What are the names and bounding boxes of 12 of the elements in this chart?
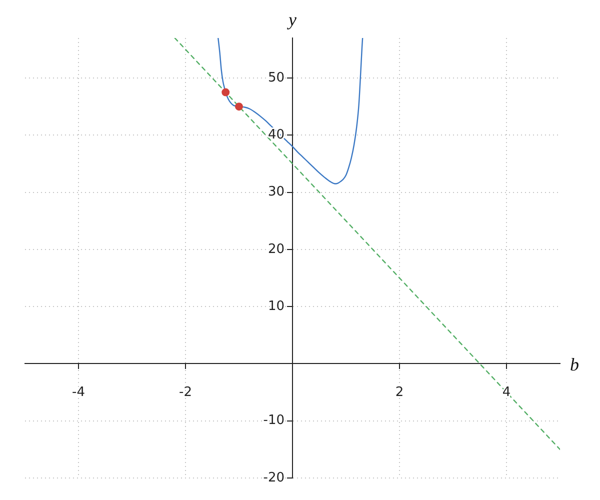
- x-tick-label: -2: [179, 384, 192, 400]
- y-tick-label: -20: [263, 470, 284, 486]
- y-tick-label: 10: [268, 298, 284, 314]
- line-series: [218, 38, 364, 184]
- y-tick-label: -10: [263, 413, 284, 428]
- y-tick-label: 50: [268, 70, 284, 86]
- y-tick-label: 30: [268, 184, 284, 200]
- y-axis-title: y: [286, 10, 296, 30]
- x-tick-label: 2: [395, 384, 404, 400]
- x-axis-title: b: [570, 354, 579, 374]
- x-tick-label: -4: [72, 384, 85, 400]
- y-tick-label: 20: [268, 242, 284, 257]
